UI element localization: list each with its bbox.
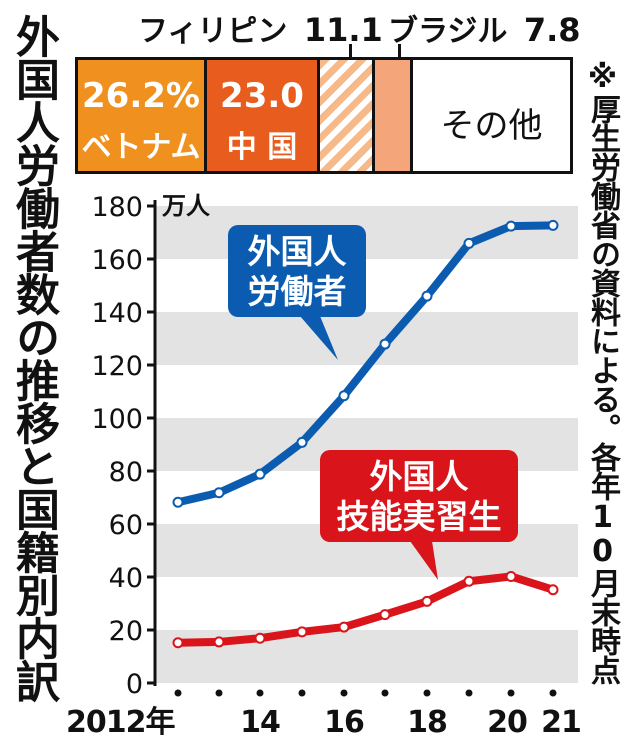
- x-tick-dot: [174, 689, 182, 697]
- data-point: [463, 575, 475, 587]
- source-note: ※厚生労働省の資料による。各年10月末時点: [585, 60, 620, 684]
- data-point: [338, 390, 350, 402]
- x-tick-dot: [423, 689, 431, 697]
- brazil-leader: [398, 44, 401, 66]
- data-point: [254, 468, 266, 480]
- segment-philippines: [320, 60, 375, 171]
- data-point: [213, 487, 225, 499]
- callout-box: [228, 225, 366, 317]
- series-layer: [172, 219, 559, 649]
- x-tick-label: 18: [407, 705, 447, 740]
- chart-title: 外国人労働者数の推移と国籍別内訳: [8, 14, 59, 702]
- segment-other: その他: [413, 60, 570, 171]
- x-tick-label: 20: [487, 705, 527, 740]
- x-tick-dot: [381, 689, 389, 697]
- y-tick-label: 180: [91, 192, 143, 223]
- series-label-line: 労働者: [248, 272, 347, 311]
- x-axis-ticks: 2012年 14 16 18 20 21: [66, 689, 582, 740]
- y-tick-label: 140: [91, 298, 143, 329]
- data-point: [463, 237, 475, 249]
- callout-box: [320, 450, 518, 542]
- x-tick-label: 2012年: [66, 705, 175, 740]
- callout-tail: [300, 316, 338, 360]
- series-line-trainees: [174, 572, 557, 647]
- grid-band: [155, 312, 578, 365]
- data-point: [421, 290, 433, 302]
- data-point: [547, 584, 559, 596]
- y-tick-label: 160: [91, 245, 143, 276]
- segment-china: 23.0 中 国: [207, 60, 320, 171]
- y-unit-label: 万人: [162, 192, 210, 220]
- china-value: 23.0: [220, 76, 304, 116]
- x-tick-dot: [256, 689, 264, 697]
- series-line-workers: [174, 221, 557, 507]
- y-tick-label: 80: [109, 457, 143, 488]
- segment-vietnam: 26.2% ベトナム: [78, 60, 207, 171]
- other-name: その他: [440, 106, 543, 146]
- x-tick-dot: [465, 689, 473, 697]
- data-point: [172, 637, 184, 649]
- y-tick-label: 0: [126, 669, 143, 700]
- data-point: [379, 338, 391, 350]
- x-tick-dot: [215, 689, 223, 697]
- x-tick-dot: [507, 689, 515, 697]
- y-tick-label: 120: [91, 351, 143, 382]
- x-tick-dot: [298, 689, 306, 697]
- data-point: [379, 609, 391, 621]
- series-label-line: 外国人: [248, 232, 347, 271]
- callout-tail: [410, 541, 438, 580]
- philippines-leader: [349, 44, 352, 66]
- y-tick-label: 60: [109, 510, 143, 541]
- grid-band: [155, 206, 578, 259]
- x-tick-label: 14: [240, 705, 280, 740]
- data-point: [505, 220, 517, 232]
- data-point: [172, 496, 184, 508]
- y-tick-label: 40: [109, 563, 143, 594]
- china-name: 中 国: [226, 130, 298, 165]
- x-tick-dot: [549, 689, 557, 697]
- x-tick-label: 16: [324, 705, 364, 740]
- philippines-label: フィリピン 11.1: [138, 6, 383, 50]
- y-axis-ticks: 0 20 40 60 80 100 120 140 160 180: [91, 192, 155, 700]
- philippines-value: 11.1: [303, 11, 383, 49]
- philippines-name: フィリピン: [138, 14, 288, 49]
- vietnam-name: ベトナム: [81, 130, 201, 165]
- grid-bands: [155, 206, 578, 683]
- data-point: [213, 636, 225, 648]
- y-tick-label: 100: [91, 404, 143, 435]
- brazil-label: ブラジル 7.8: [388, 6, 581, 50]
- series-label-line: 技能実習生: [337, 497, 502, 536]
- data-point: [421, 595, 433, 607]
- data-point: [254, 632, 266, 644]
- data-point: [296, 436, 308, 448]
- data-point: [547, 219, 559, 231]
- data-point: [505, 570, 517, 582]
- series-label-line: 外国人: [370, 457, 469, 496]
- y-tick-label: 20: [109, 616, 143, 647]
- segment-brazil: [375, 60, 413, 171]
- x-tick-label: 21: [541, 705, 581, 740]
- data-point: [338, 621, 350, 633]
- nationality-share-bar: 26.2% ベトナム 23.0 中 国 その他: [75, 57, 573, 174]
- data-point: [296, 626, 308, 638]
- vietnam-value: 26.2%: [82, 76, 200, 116]
- brazil-value: 7.8: [523, 11, 581, 49]
- brazil-name: ブラジル: [388, 14, 508, 49]
- x-tick-dot: [340, 689, 348, 697]
